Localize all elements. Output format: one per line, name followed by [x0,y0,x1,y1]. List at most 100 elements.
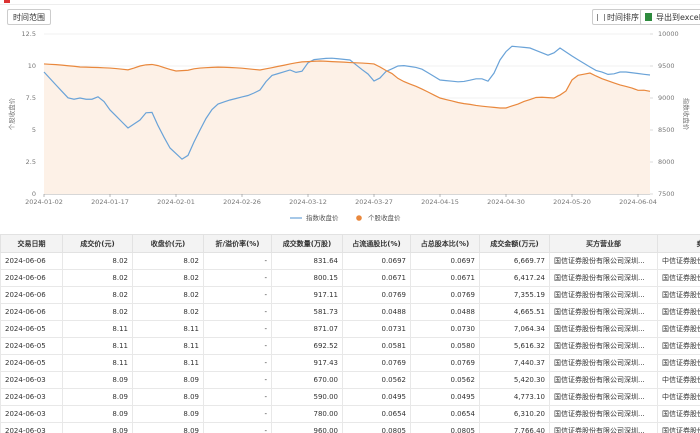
table-cell: 0.0730 [410,320,480,338]
table-cell: 国信证券股份有限公司深圳... [657,286,700,304]
table-cell: 0.0769 [342,354,411,372]
table-cell: 7,440.37 [479,354,550,372]
table-cell: 国信证券股份有限公司深圳... [549,303,658,321]
table-cell: 917.43 [271,354,343,372]
column-header: 收盘价(元) [132,234,204,253]
y-tick-label: 5 [32,126,36,134]
table-cell: 581.73 [271,303,343,321]
table-cell: 国信证券股份有限公司深圳... [657,320,700,338]
table-cell: 中信证券股份有限公司深圳... [657,388,700,406]
table-cell: 0.0769 [410,354,480,372]
table-cell: 0.0654 [410,405,480,423]
table-cell: 0.0654 [342,405,411,423]
table-cell: 2024-06-05 [0,320,63,338]
table-cell: 2024-06-06 [0,286,63,304]
table-cell: 0.0805 [410,422,480,433]
legend-label: 个股收盘价 [368,213,401,222]
table-cell: 7,064.34 [479,320,550,338]
table-cell: 0.0671 [410,269,480,287]
table-cell: - [203,354,272,372]
x-tick-label: 2024-01-02 [25,198,63,206]
table-cell: 8.11 [62,320,133,338]
table-cell: 780.00 [271,405,343,423]
sort-icon [597,14,605,21]
y-tick-label: 12.5 [22,30,36,38]
table-cell: 2024-06-03 [0,405,63,423]
table-cell: - [203,320,272,338]
table-row: 2024-06-06 8.02 8.02-917.11 0.0769 0.0769 7,3… [0,286,700,304]
table-cell: 国信证券股份有限公司深圳... [657,269,700,287]
table-cell: 8.09 [132,422,204,433]
table-cell: 2024-06-06 [0,269,63,287]
table-cell: 7,766.40 [479,422,550,433]
table-cell: 0.0769 [410,286,480,304]
table-cell: 0.0769 [342,286,411,304]
y2-tick-label: 10000 [658,30,679,38]
table-cell: 871.07 [271,320,343,338]
table-cell: 2024-06-06 [0,303,63,321]
column-header: 占总股本比(%) [410,234,480,253]
table-cell: 国信证券股份有限公司深圳... [549,354,658,372]
table-cell: 0.0581 [342,337,411,355]
sort-label: 时间排序 [607,13,639,22]
table-cell: 8.11 [132,320,204,338]
x-tick-label: 2024-01-17 [91,198,129,206]
legend-swatch [356,215,362,221]
table-cell: 8.09 [62,405,133,423]
table-cell: 7,355.19 [479,286,550,304]
legend-label: 指数收盘价 [306,213,339,222]
legend-item: 个股收盘价 [356,213,401,222]
y-tick-label: 10 [28,62,36,70]
table-cell: 0.0488 [342,303,411,321]
table-cell: 0.0697 [410,252,480,270]
table-cell: - [203,388,272,406]
table-cell: 2024-06-05 [0,337,63,355]
table-cell: 6,310.20 [479,405,550,423]
x-tick-label: 2024-03-27 [355,198,393,206]
export-button[interactable]: 导出到excel [640,9,700,25]
time-range-button[interactable]: 时间范围 [7,9,51,25]
table-cell: 0.0697 [342,252,411,270]
y2-tick-label: 9000 [658,94,675,102]
table-cell: 800.15 [271,269,343,287]
y2-tick-label: 7500 [658,190,675,198]
table-cell: 0.0562 [342,371,411,389]
table-cell: 0.0805 [342,422,411,433]
table-cell: 2024-06-03 [0,422,63,433]
table-cell: 8.02 [62,252,133,270]
table-cell: 0.0495 [410,388,480,406]
x-tick-label: 2024-04-15 [421,198,459,206]
x-tick-label: 2024-05-20 [553,198,591,206]
x-tick-label: 2024-02-01 [157,198,195,206]
table-cell: 692.52 [271,337,343,355]
y-tick-label: 7.5 [26,94,36,102]
table-cell: 8.02 [62,286,133,304]
table-cell: 国信证券股份有限公司深圳... [549,252,658,270]
legend-item: 指数收盘价 [290,213,339,222]
table-cell: 8.11 [62,354,133,372]
table-cell: 国信证券股份有限公司深圳... [657,337,700,355]
table-cell: 0.0562 [410,371,480,389]
table-cell: 国信证券股份有限公司深圳... [549,422,658,433]
table-cell: - [203,422,272,433]
table-cell: 国信证券股份有限公司深圳... [657,422,700,433]
y-axis-label: 个股收盘价 [7,97,16,130]
y-tick-label: 0 [32,190,36,198]
table-cell: 2024-06-06 [0,252,63,270]
table-cell: 中信证券股份有限公司深圳... [657,252,700,270]
table-cell: 960.00 [271,422,343,433]
column-header: 占流通股比(%) [342,234,411,253]
table-cell: 国信证券股份有限公司深圳... [549,286,658,304]
table-cell: 国信证券股份有限公司深圳... [549,320,658,338]
y2-tick-label: 9500 [658,62,675,70]
table-cell: 0.0671 [342,269,411,287]
y2-axis-label: 指数收盘价 [682,98,691,131]
table-cell: 4,773.10 [479,388,550,406]
table-cell: 8.09 [132,371,204,389]
table-cell: 0.0488 [410,303,480,321]
table-cell: 8.11 [132,337,204,355]
table-cell: 2024-06-05 [0,354,63,372]
logo-icon [4,0,10,3]
table-row: 2024-06-06 8.02 8.02-581.73 0.0488 0.0488 4,6… [0,303,700,321]
